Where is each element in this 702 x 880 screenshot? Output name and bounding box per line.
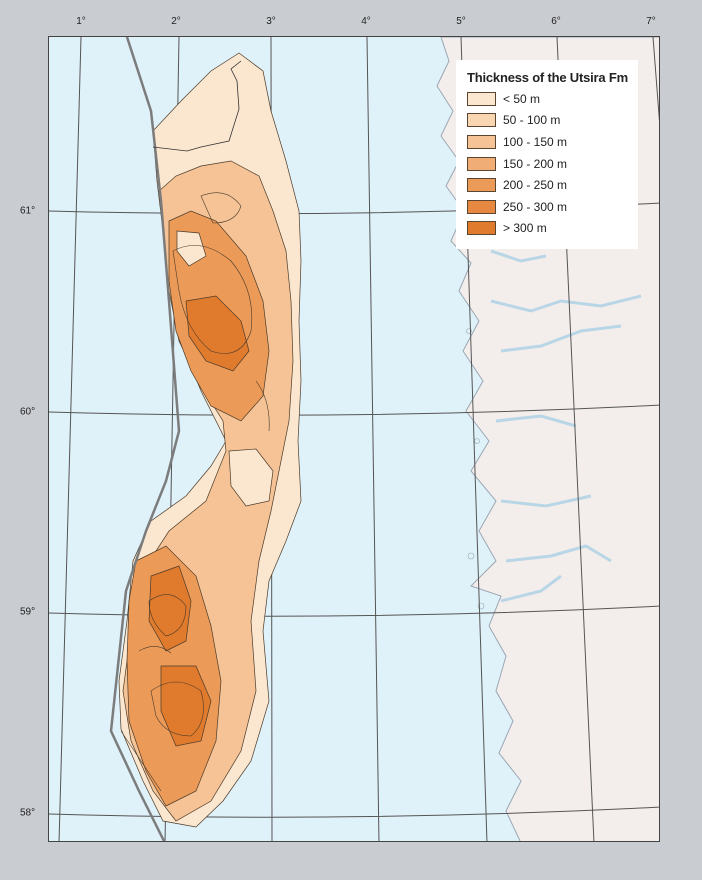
latitude-label-59: 59° [20, 606, 36, 618]
legend-item: 250 - 300 m [467, 196, 628, 218]
legend-label: 150 - 200 m [503, 156, 568, 171]
legend-label: 250 - 300 m [503, 199, 568, 214]
legend-label: 50 - 100 m [503, 113, 561, 128]
legend-item: 50 - 100 m [467, 110, 628, 132]
latitude-label-58: 58° [20, 807, 36, 819]
legend-swatch [467, 199, 496, 214]
legend-swatch [467, 91, 496, 106]
legend-item: > 300 m [467, 218, 628, 240]
fjords [490, 249, 642, 603]
quadrant-boundary [152, 60, 242, 152]
longitude-label-7: 7° [646, 16, 656, 27]
legend-label: 200 - 250 m [503, 178, 568, 193]
latitude-label-60: 60° [20, 406, 36, 418]
legend-item: 100 - 150 m [467, 131, 628, 153]
legend-swatch [467, 156, 496, 171]
thickness-band-lt50-center [228, 448, 274, 507]
legend-swatch [467, 178, 496, 193]
legend-swatch [467, 134, 496, 149]
thickness-band-gt300-south2 [160, 665, 212, 747]
longitude-label-1: 1° [76, 16, 86, 27]
legend-label: > 300 m [503, 221, 547, 236]
legend-title: Thickness of the Utsira Fm [467, 70, 628, 85]
thickness-band-lt50-north [176, 230, 207, 267]
contour-lines [120, 192, 270, 792]
longitude-label-2: 2° [171, 16, 181, 27]
legend-label: < 50 m [503, 91, 541, 106]
legend-label: 100 - 150 m [503, 134, 568, 149]
legend-item: < 50 m [467, 88, 628, 110]
legend-swatch [467, 221, 496, 236]
map-frame: Thickness of the Utsira Fm < 50 m 50 - 1… [48, 36, 660, 842]
legend: Thickness of the Utsira Fm < 50 m 50 - 1… [456, 60, 638, 249]
longitude-label-4: 4° [361, 16, 371, 27]
latitude-label-61: 61° [20, 205, 36, 217]
legend-item: 200 - 250 m [467, 174, 628, 196]
longitude-label-6: 6° [551, 16, 561, 27]
legend-swatch [467, 113, 496, 128]
legend-item: 150 - 200 m [467, 153, 628, 175]
median-line [109, 37, 181, 841]
longitude-label-5: 5° [456, 16, 466, 27]
longitude-label-3: 3° [266, 16, 276, 27]
utsira-formation [118, 52, 302, 828]
